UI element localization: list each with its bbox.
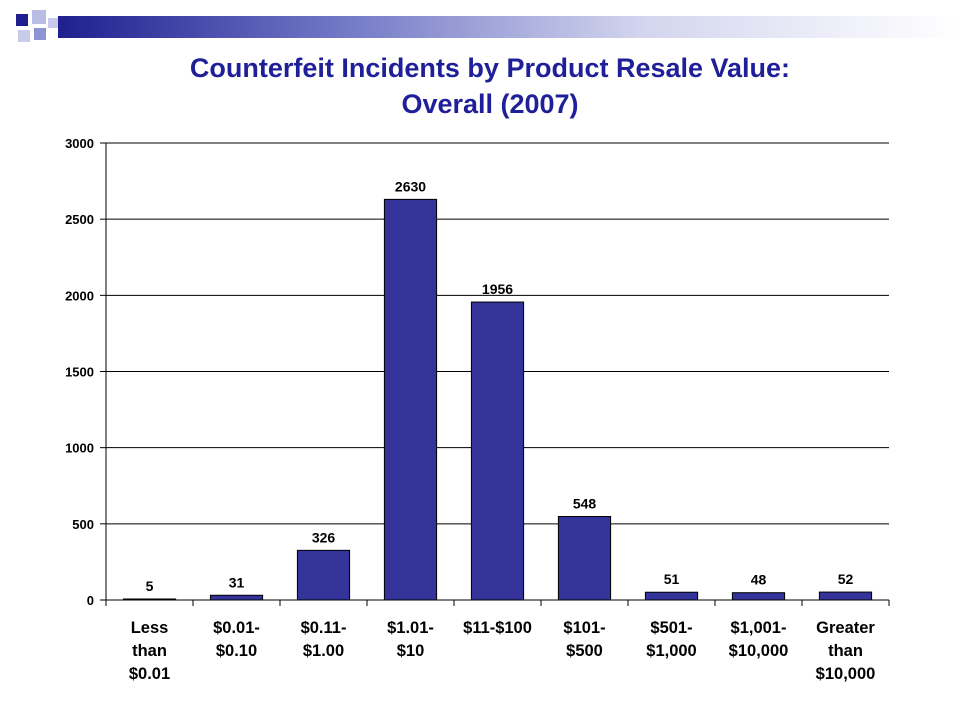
category-label: $10,000: [816, 665, 876, 683]
category-label: $0.11-: [301, 619, 347, 637]
chart-title-line-1: Counterfeit Incidents by Product Resale …: [189, 53, 791, 83]
bar: [644, 591, 699, 601]
data-label: 2630: [395, 178, 426, 194]
category-label: $501-: [650, 619, 692, 637]
data-label: 1956: [482, 281, 513, 297]
category-label: $1.01-: [387, 619, 434, 637]
category-label: $500: [566, 642, 603, 660]
bar: [818, 591, 873, 601]
data-label: 326: [312, 529, 336, 545]
y-tick-label: 2500: [65, 212, 94, 227]
data-label: 548: [573, 496, 597, 512]
data-label: 5: [146, 578, 154, 594]
bar: [383, 198, 438, 601]
category-label: Greater: [816, 619, 875, 637]
category-label: $0.01-: [213, 619, 260, 637]
category-label: $11-$100: [463, 619, 532, 637]
chart-title-line-2: Overall (2007): [401, 89, 579, 119]
category-label: Less: [131, 619, 169, 637]
y-tick-label: 3000: [65, 136, 94, 151]
data-label: 48: [751, 572, 767, 588]
bar: [209, 594, 264, 601]
category-label: $10: [397, 642, 425, 660]
header-gradient-bar: [58, 16, 958, 38]
category-label: $101-: [563, 619, 605, 637]
category-label: $10,000: [729, 642, 789, 660]
bar: [470, 301, 525, 601]
bar: [557, 516, 612, 601]
y-tick-label: 1000: [65, 441, 94, 456]
y-tick-label: 0: [87, 593, 94, 608]
corner-square-navy: [16, 14, 28, 26]
bar: [731, 592, 786, 601]
bar: [122, 598, 177, 601]
data-label: 51: [664, 571, 680, 587]
category-label: $0.01: [129, 665, 170, 683]
category-label: than: [828, 642, 863, 660]
data-label: 31: [229, 574, 245, 590]
category-label: than: [132, 642, 167, 660]
corner-square-light: [18, 30, 30, 42]
category-label: $1,001-: [731, 619, 787, 637]
category-label: $0.10: [216, 642, 257, 660]
y-tick-label: 500: [72, 517, 94, 532]
corner-square-periwinkle: [34, 28, 46, 40]
corner-square-small: [48, 18, 58, 28]
category-label: $1,000: [646, 642, 696, 660]
y-tick-label: 2000: [65, 288, 94, 303]
category-label: $1.00: [303, 642, 344, 660]
chart-title: Counterfeit Incidents by Product Resale …: [60, 50, 920, 122]
bar: [296, 549, 351, 601]
y-tick-label: 1500: [65, 365, 94, 380]
corner-square-lavender: [32, 10, 46, 24]
data-label: 52: [838, 571, 854, 587]
